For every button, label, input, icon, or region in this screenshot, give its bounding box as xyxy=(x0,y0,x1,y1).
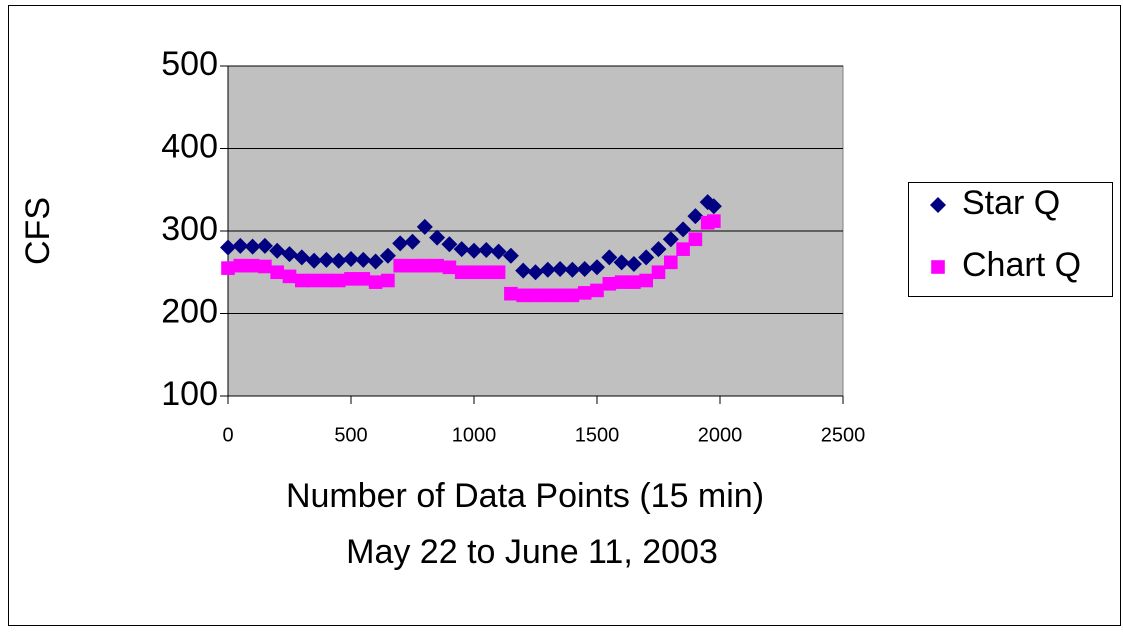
x-tick-label: 1000 xyxy=(452,424,497,446)
data-point xyxy=(404,233,421,250)
data-point xyxy=(418,258,432,273)
data-point xyxy=(527,264,544,281)
data-point xyxy=(331,273,346,288)
y-tick-label: 200 xyxy=(161,292,218,330)
x-tick-label: 1500 xyxy=(575,424,620,446)
data-point xyxy=(256,237,273,254)
legend-label: Chart Q xyxy=(962,246,1081,284)
data-point xyxy=(565,288,580,303)
data-point xyxy=(355,251,372,268)
data-point xyxy=(330,252,347,269)
data-point xyxy=(467,265,481,280)
data-point xyxy=(344,272,358,286)
data-point xyxy=(368,275,383,289)
data-point xyxy=(392,235,409,252)
data-point xyxy=(429,229,446,246)
data-point xyxy=(466,242,482,259)
data-point xyxy=(601,249,618,266)
data-point xyxy=(295,273,309,288)
x-axis-label: May 22 to June 11, 2003 xyxy=(346,533,718,571)
legend-label: Star Q xyxy=(962,184,1060,222)
data-point xyxy=(318,251,335,268)
x-tick-label: 500 xyxy=(334,424,367,446)
data-point xyxy=(613,254,630,271)
data-point xyxy=(453,241,470,258)
legend-marker xyxy=(930,197,946,213)
data-point xyxy=(258,259,272,274)
data-point xyxy=(627,275,641,289)
x-axis-label: Number of Data Points (15 min) xyxy=(286,477,764,515)
data-point xyxy=(541,288,555,303)
data-point xyxy=(281,246,298,263)
y-tick-label: 400 xyxy=(161,127,218,165)
data-point xyxy=(504,286,518,301)
data-point xyxy=(356,272,371,286)
data-point xyxy=(590,283,604,298)
data-point xyxy=(232,237,249,254)
data-point xyxy=(293,249,310,266)
data-point xyxy=(245,258,260,273)
data-point xyxy=(381,273,395,288)
y-tick-label: 500 xyxy=(161,45,218,83)
data-point xyxy=(638,249,655,266)
data-point xyxy=(553,288,567,303)
data-point xyxy=(639,273,653,288)
data-point xyxy=(662,231,679,248)
data-point xyxy=(441,236,458,253)
data-point xyxy=(282,269,297,284)
data-point xyxy=(307,273,321,288)
data-point xyxy=(454,265,469,280)
data-point xyxy=(614,275,629,289)
data-point xyxy=(393,258,407,273)
data-point xyxy=(688,232,703,247)
data-point xyxy=(528,288,543,303)
data-point xyxy=(576,260,593,277)
x-tick-label: 2500 xyxy=(821,424,866,446)
data-point xyxy=(502,247,519,264)
data-point xyxy=(367,253,384,270)
y-tick-label: 100 xyxy=(161,375,218,413)
data-point xyxy=(306,252,323,269)
data-point xyxy=(625,256,642,272)
data-point xyxy=(589,259,605,276)
data-point xyxy=(577,286,592,300)
x-tick-label: 2000 xyxy=(698,424,743,446)
x-tick-label: 0 xyxy=(222,424,233,446)
data-point xyxy=(552,260,569,277)
data-point xyxy=(416,218,433,235)
data-point xyxy=(539,261,556,278)
data-point xyxy=(405,258,420,273)
data-point xyxy=(676,242,690,256)
legend-marker xyxy=(931,260,945,274)
data-point xyxy=(675,221,692,238)
data-point xyxy=(705,198,722,215)
data-point xyxy=(515,262,532,279)
data-point xyxy=(244,238,261,255)
data-point xyxy=(664,255,678,270)
data-point xyxy=(269,242,286,259)
data-point xyxy=(602,277,617,291)
data-point xyxy=(442,260,457,275)
data-point xyxy=(233,258,248,273)
data-point xyxy=(516,288,530,303)
data-point xyxy=(650,241,667,258)
data-point xyxy=(430,258,444,273)
data-point xyxy=(491,265,506,280)
data-point xyxy=(270,265,284,280)
data-point xyxy=(221,261,235,275)
data-point xyxy=(220,239,236,256)
data-point xyxy=(651,265,666,280)
data-point xyxy=(319,273,334,288)
data-point xyxy=(490,243,507,260)
y-axis-label: CFS xyxy=(19,197,57,265)
data-point xyxy=(478,241,495,258)
data-point xyxy=(379,247,396,264)
data-point xyxy=(343,251,359,268)
data-point xyxy=(687,208,704,225)
data-point xyxy=(479,265,494,280)
y-tick-label: 300 xyxy=(161,210,218,248)
data-point xyxy=(564,261,581,278)
data-point xyxy=(707,214,721,228)
